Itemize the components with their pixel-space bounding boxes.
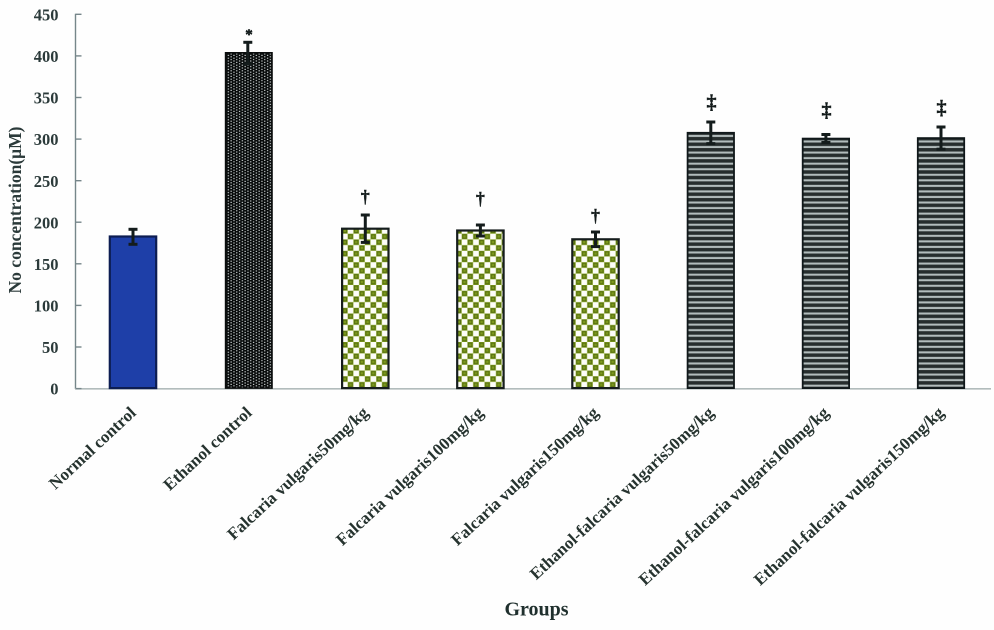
svg-text:No concentration(μM): No concentration(μM)	[5, 126, 25, 293]
svg-text:Ethanol-falcaria vulgaris150mg: Ethanol-falcaria vulgaris150mg/kg	[750, 403, 948, 590]
svg-text:*: *	[245, 27, 253, 43]
svg-text:Ethanol-falcaria vulgaris100mg: Ethanol-falcaria vulgaris100mg/kg	[635, 403, 833, 590]
svg-text:Ethanol-falcaria vulgaris50mg/: Ethanol-falcaria vulgaris50mg/kg	[526, 403, 718, 584]
svg-text:200: 200	[34, 213, 59, 232]
svg-text:100: 100	[34, 297, 59, 316]
svg-text:450: 450	[34, 5, 59, 24]
svg-text:†: †	[476, 189, 485, 209]
svg-text:400: 400	[34, 47, 59, 66]
svg-text:‡: ‡	[937, 97, 947, 119]
svg-text:‡: ‡	[707, 92, 717, 114]
svg-text:†: †	[361, 187, 370, 207]
svg-text:‡: ‡	[822, 100, 832, 122]
svg-text:0: 0	[50, 380, 58, 399]
svg-text:†: †	[591, 206, 600, 226]
svg-text:50: 50	[42, 338, 59, 357]
svg-text:Groups: Groups	[504, 599, 568, 621]
svg-text:250: 250	[34, 172, 59, 191]
svg-text:Normal control: Normal control	[45, 403, 140, 493]
svg-text:300: 300	[34, 130, 59, 149]
svg-text:Ethanol control: Ethanol control	[160, 403, 256, 494]
svg-text:350: 350	[34, 89, 59, 108]
svg-text:150: 150	[34, 255, 59, 274]
